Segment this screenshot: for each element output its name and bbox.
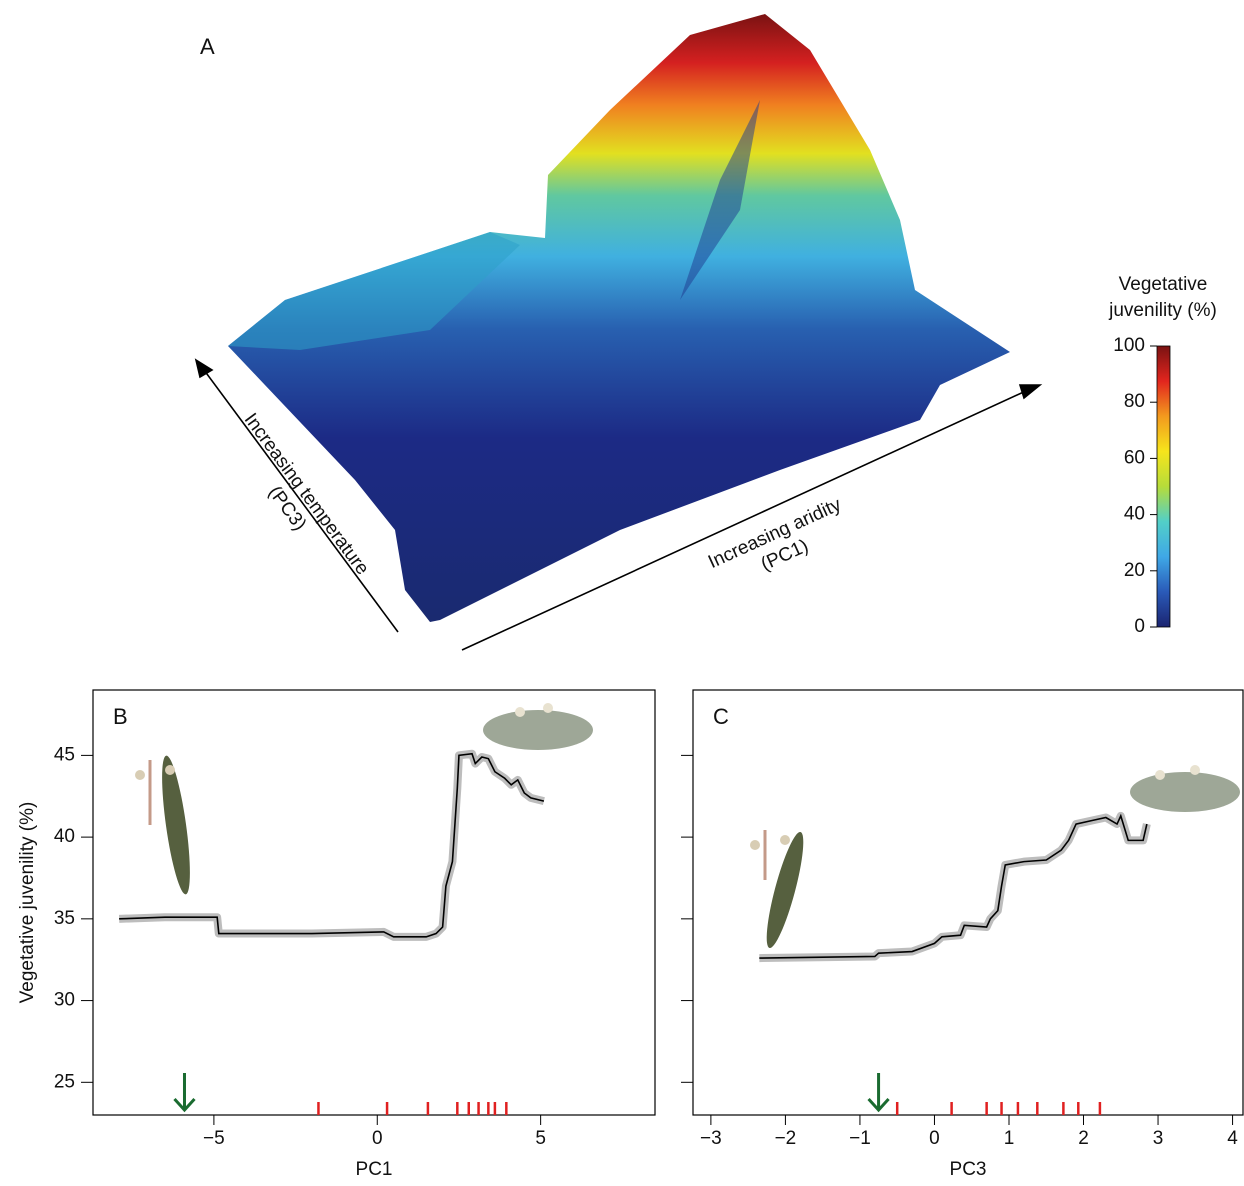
arrow — [869, 1073, 889, 1110]
colorbar-title: Vegetative — [1119, 274, 1208, 295]
colorbar — [1157, 346, 1170, 627]
arrow — [174, 1073, 194, 1110]
colorbar-tick-label: 80 — [1124, 391, 1145, 412]
y-tick-label: 35 — [54, 908, 75, 929]
x-tick-label: 0 — [372, 1128, 383, 1149]
x-tick-label: −1 — [849, 1128, 871, 1149]
y-tick-label: 25 — [54, 1071, 75, 1092]
axis-label: Increasing aridity(PC1) — [705, 494, 855, 595]
x-tick-label: 3 — [1153, 1128, 1164, 1149]
x-tick-label: −5 — [203, 1128, 225, 1149]
x-tick-label: 0 — [929, 1128, 940, 1149]
x-tick-label: 5 — [535, 1128, 546, 1149]
panel-label: C — [713, 704, 729, 729]
plot-frame — [93, 690, 655, 1115]
figure: AIncreasing temperature(PC3)Increasing a… — [0, 0, 1244, 1186]
x-tick-label: −2 — [775, 1128, 797, 1149]
colorbar-tick-label: 40 — [1124, 504, 1145, 525]
confidence-band — [759, 816, 1147, 958]
x-tick-label: 1 — [1004, 1128, 1015, 1149]
y-axis-label: Vegetative juvenility (%) — [17, 802, 38, 1004]
x-tick-label: −3 — [700, 1128, 722, 1149]
x-axis-label: PC3 — [950, 1159, 987, 1180]
colorbar-tick-label: 0 — [1134, 616, 1145, 637]
colorbar-tick-label: 100 — [1113, 335, 1145, 356]
y-tick-label: 40 — [54, 826, 75, 847]
colorbar-tick-label: 20 — [1124, 560, 1145, 581]
colorbar-title: juvenility (%) — [1108, 300, 1217, 321]
panel-label: B — [113, 704, 128, 729]
y-tick-label: 30 — [54, 990, 75, 1011]
y-tick-label: 45 — [54, 744, 75, 765]
panel-label: A — [200, 34, 215, 59]
colorbar-tick-label: 60 — [1124, 447, 1145, 468]
x-axis-label: PC1 — [356, 1159, 393, 1180]
x-tick-label: 2 — [1078, 1128, 1089, 1149]
x-tick-label: 4 — [1227, 1128, 1238, 1149]
